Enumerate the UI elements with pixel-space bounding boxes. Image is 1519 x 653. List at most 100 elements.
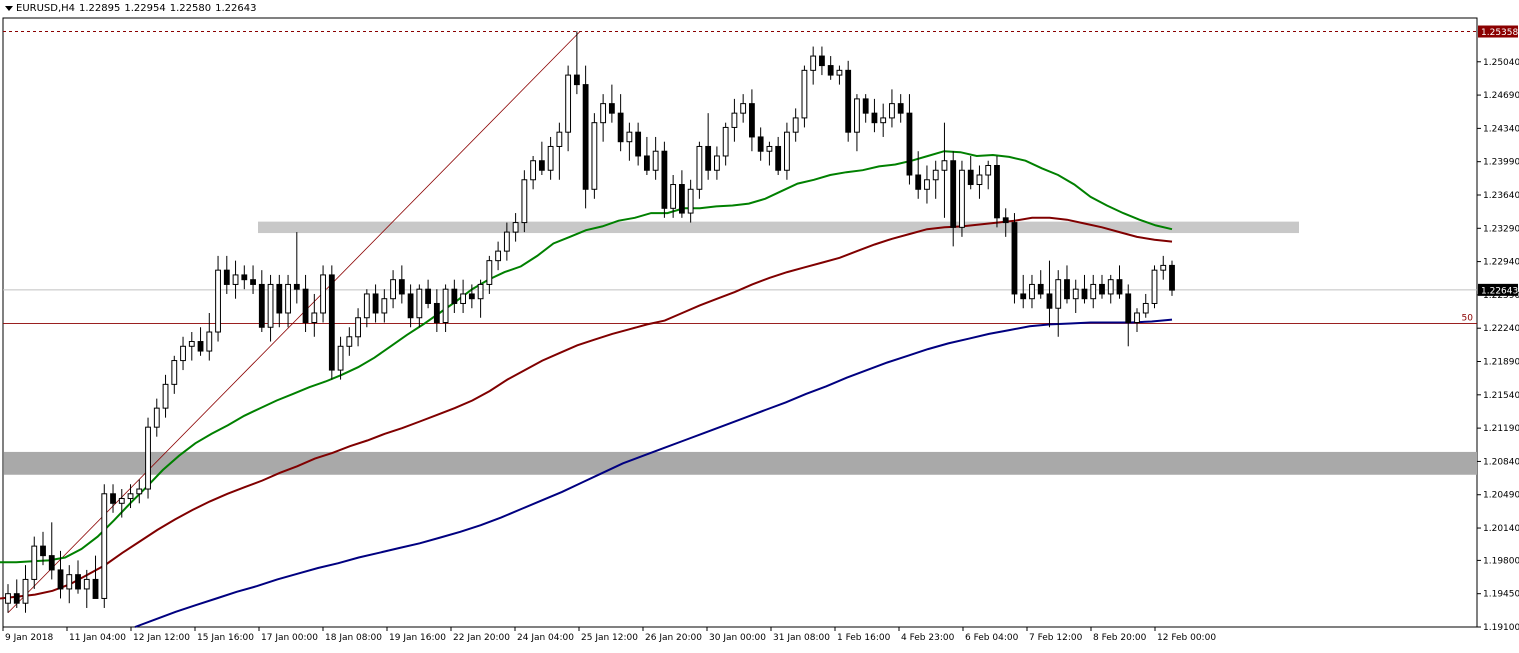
x-tick-label: 15 Jan 16:00 (197, 633, 254, 643)
candle-body (1142, 302, 1149, 314)
candle-body (941, 160, 948, 171)
candle-body (556, 131, 563, 147)
candle-body (617, 112, 624, 143)
candle-body (845, 69, 852, 133)
candle-body (363, 293, 370, 319)
y-tick-label: 1.24690 (1483, 91, 1519, 101)
candle-body (915, 174, 922, 190)
candle-body (626, 131, 633, 143)
candle-body (994, 164, 1000, 219)
candle-body (731, 112, 738, 128)
candle-body (92, 578, 99, 599)
candle-body (1029, 283, 1035, 300)
x-tick-label: 6 Feb 04:00 (965, 633, 1019, 643)
y-tick-label: 1.24340 (1483, 124, 1519, 134)
fib-50-label: 50 (1462, 313, 1474, 323)
candle-body (1011, 222, 1018, 295)
candle-body (1090, 283, 1097, 300)
plot-area (2, 17, 1478, 628)
candle-body (162, 383, 169, 409)
candle-body (976, 174, 983, 186)
candle-body (1072, 288, 1079, 300)
candle-body (433, 302, 440, 323)
candle-body (468, 293, 475, 300)
candle-body (687, 188, 694, 214)
candle-body (398, 279, 405, 295)
candle-body (390, 279, 396, 300)
y-tick-label: 1.21890 (1483, 358, 1519, 368)
header-open: 1.22895 (79, 3, 121, 14)
x-tick-label: 18 Jan 08:00 (325, 633, 382, 643)
candle-body (1151, 269, 1158, 304)
y-tick-label: 1.22240 (1483, 324, 1519, 334)
header-symbol: EURUSD,H4 (16, 3, 76, 14)
candle-body (880, 117, 887, 124)
candle-body (1002, 217, 1009, 224)
candle-body (591, 122, 598, 190)
candle-body (1099, 283, 1105, 295)
candle-body (153, 407, 160, 428)
candle-body (985, 164, 992, 176)
candle-body (13, 593, 20, 604)
candle-body (311, 312, 318, 323)
candle-body (285, 283, 291, 314)
collapse-triangle-icon[interactable] (5, 5, 13, 11)
candle-body (75, 574, 81, 590)
candle-body (854, 98, 860, 133)
candle-body (766, 145, 773, 152)
candle-body (31, 545, 38, 580)
candle-body (547, 145, 554, 171)
zone-rect (4, 451, 1477, 475)
candle-body (425, 288, 431, 304)
x-tick-label: 19 Jan 16:00 (389, 633, 446, 643)
candle-body (906, 112, 913, 176)
candle-body (670, 184, 677, 209)
x-tick-label: 11 Jan 04:00 (69, 633, 126, 643)
candle-body (110, 493, 116, 504)
candle-body (442, 288, 449, 323)
candle-body (250, 279, 256, 285)
candle-body (1064, 279, 1070, 300)
x-tick-label: 26 Jan 20:00 (645, 633, 702, 643)
y-tick-label: 1.23290 (1483, 224, 1519, 234)
candle-body (22, 578, 29, 604)
candle-body (643, 155, 650, 171)
candle-body (713, 155, 720, 171)
y-tick-label: 1.22940 (1483, 258, 1519, 268)
candle-body (1037, 283, 1044, 295)
candle-body (932, 169, 939, 181)
candle-body (608, 103, 615, 114)
y-tick-label: 1.21540 (1483, 391, 1519, 401)
header-low: 1.22580 (169, 3, 212, 14)
y-tick-label: 1.22590 (1483, 291, 1519, 301)
candle-body (775, 145, 782, 171)
candle-body (827, 65, 834, 76)
candle-body (267, 283, 274, 328)
header-close: 1.22643 (215, 3, 257, 14)
x-tick-label: 1 Feb 16:00 (837, 633, 891, 643)
x-tick-label: 8 Feb 20:00 (1093, 633, 1147, 643)
candle-body (101, 493, 108, 599)
candle-body (749, 103, 755, 138)
candle-body (346, 336, 353, 347)
candle-body (180, 345, 186, 362)
x-tick-label: 31 Jan 08:00 (773, 633, 830, 643)
candle-body (223, 269, 230, 285)
y-tick-label: 1.23990 (1483, 158, 1519, 168)
candle-body (810, 55, 817, 71)
candle-body (416, 288, 423, 319)
candle-body (407, 293, 414, 319)
candle-body (1020, 293, 1027, 300)
y-tick-label: 1.19800 (1483, 556, 1519, 566)
candle-body (477, 283, 484, 300)
candle-body (521, 179, 528, 224)
ma-line-3 (134, 318, 1173, 628)
candle-body (1055, 279, 1062, 309)
candle-body (241, 274, 248, 281)
candle-body (1134, 312, 1140, 323)
candle-body (600, 103, 607, 124)
candle-body (801, 69, 808, 119)
candle-body (118, 498, 125, 504)
candle-body (258, 283, 265, 328)
